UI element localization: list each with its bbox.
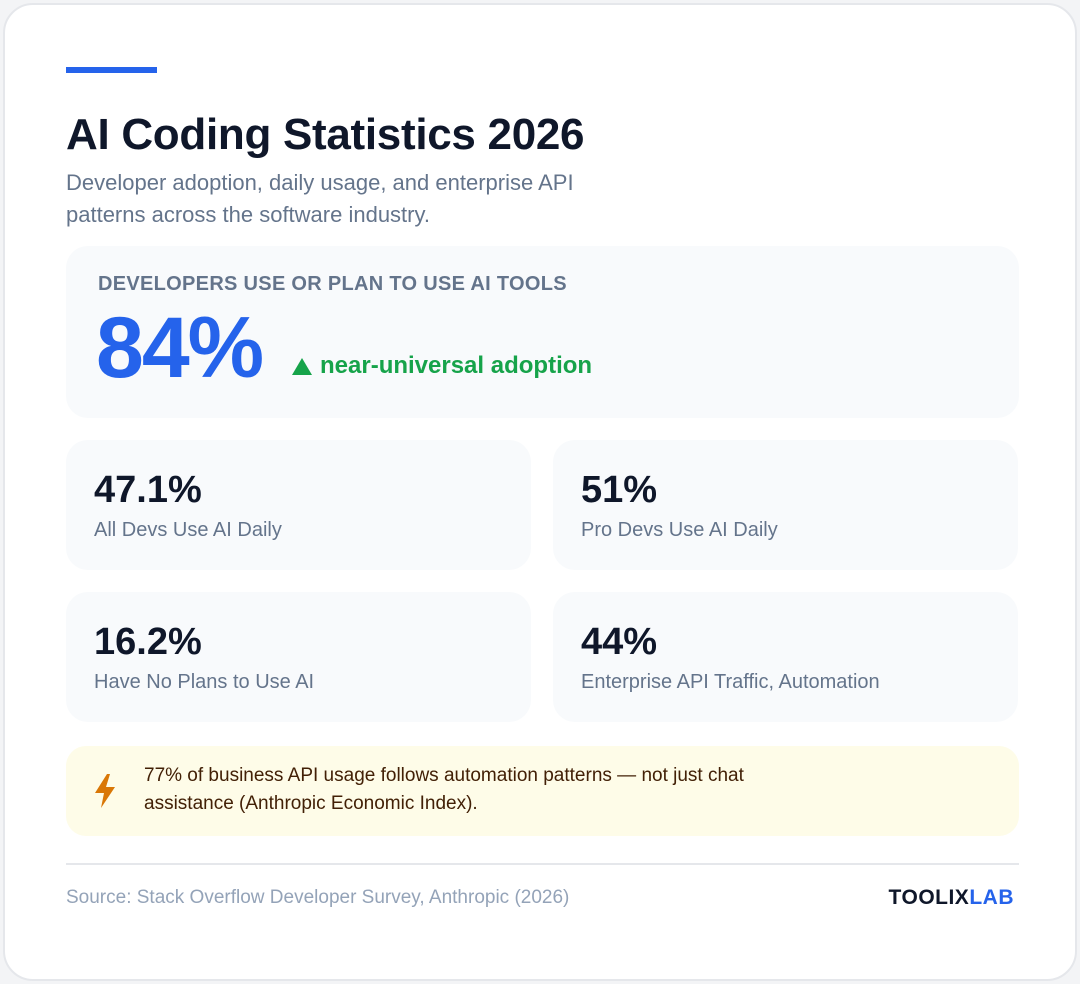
hero-stat-note: near-universal adoption [292, 352, 592, 380]
hero-stat-panel: DEVELOPERS USE OR PLAN TO USE AI TOOLS 8… [66, 246, 1019, 418]
stat-label: Enterprise API Traffic, Automation [581, 671, 880, 693]
hero-stat-label: DEVELOPERS USE OR PLAN TO USE AI TOOLS [98, 273, 567, 295]
insight-callout: 77% of business API usage follows automa… [66, 746, 1019, 836]
stat-card-pro-devs-daily: 51% Pro Devs Use AI Daily [553, 440, 1018, 570]
stat-card-all-devs-daily: 47.1% All Devs Use AI Daily [66, 440, 531, 570]
stat-label: All Devs Use AI Daily [94, 519, 282, 541]
page-subtitle: Developer adoption, daily usage, and ent… [66, 170, 574, 227]
accent-bar [66, 67, 157, 73]
source-citation: Source: Stack Overflow Developer Survey,… [66, 887, 570, 908]
hero-stat-note-text: near-universal adoption [320, 352, 593, 379]
brand-logo: TOOLIXLAB [889, 885, 1014, 911]
callout-text: 77% of business API usage follows automa… [144, 765, 744, 814]
brand-logo-part1: TOOLIX [888, 886, 970, 909]
brand-logo-part2: LAB [969, 886, 1014, 909]
stat-label: Have No Plans to Use AI [94, 671, 315, 693]
footer-divider [66, 863, 1019, 865]
stat-value: 47.1% [94, 469, 202, 511]
stats-card: AI Coding Statistics 2026 Developer adop… [3, 3, 1077, 981]
triangle-up-icon [292, 357, 312, 375]
stat-value: 16.2% [94, 621, 202, 663]
page-title: AI Coding Statistics 2026 [66, 110, 585, 159]
lightning-bolt-icon [95, 774, 115, 808]
stat-value: 51% [581, 469, 658, 511]
stat-card-enterprise-api: 44% Enterprise API Traffic, Automation [553, 592, 1018, 722]
stat-card-no-plans: 16.2% Have No Plans to Use AI [66, 592, 531, 722]
hero-stat-value: 84% [96, 300, 264, 396]
stat-value: 44% [581, 621, 658, 663]
stat-label: Pro Devs Use AI Daily [581, 519, 778, 541]
